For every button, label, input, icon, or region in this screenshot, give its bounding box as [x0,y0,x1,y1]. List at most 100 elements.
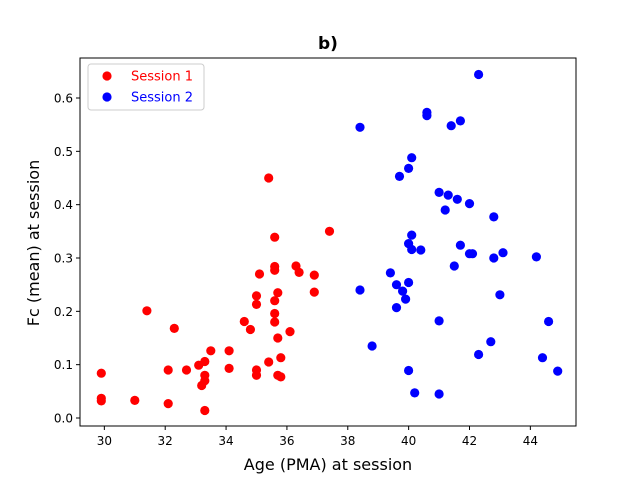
x-tick-label: 36 [279,434,294,448]
data-point [455,116,465,126]
data-point [467,249,478,259]
data-point [200,405,210,416]
data-point [531,252,542,262]
data-point [404,365,414,376]
data-point [264,357,274,367]
data-point [452,194,462,204]
data-point [446,121,456,131]
data-point [96,396,106,406]
data-point [142,306,152,316]
data-point [276,353,286,363]
data-point [495,290,505,300]
x-tick-label: 42 [462,434,477,448]
data-point [401,294,411,304]
data-point [391,303,402,313]
data-point [440,205,450,215]
chart-title: b) [318,34,338,54]
x-axis-label: Age (PMA) at session [244,455,412,474]
y-tick-label: 0.3 [54,252,73,266]
y-tick-label: 0.0 [54,412,73,426]
data-point [200,370,210,380]
y-tick-label: 0.6 [54,92,73,106]
series-2 [355,69,563,399]
data-point [324,226,335,236]
data-point [404,163,414,173]
legend-marker [102,71,112,81]
data-point [254,269,265,279]
data-point [391,280,402,290]
y-tick-label: 0.4 [54,198,73,212]
legend-label: Session 1 [131,70,193,85]
data-point [407,230,417,240]
x-tick-label: 34 [218,434,233,448]
data-point [455,240,465,250]
data-point [285,327,295,337]
legend: Session 1 Session 2 [87,63,205,111]
data-point [498,248,508,258]
data-point [434,187,444,197]
axes-frame [79,57,577,427]
data-point [239,316,249,327]
data-point [486,337,496,347]
data-point [367,341,377,351]
series-1 [96,173,335,416]
legend-box [87,63,205,111]
data-point [245,324,255,335]
data-point [410,388,420,398]
data-point [163,399,173,409]
x-tick-label: 32 [158,434,173,448]
data-point [224,346,234,356]
data-point [130,395,140,405]
data-point [398,286,408,296]
data-point [251,291,262,301]
legend-marker [102,92,112,102]
plot-area: 30 32 34 36 38 40 42 44 0.0 0.1 0.2 0.3 0.4 0.5 0.6 [54,57,577,448]
y-tick-label: 0.2 [54,305,73,319]
data-point [270,232,280,242]
legend-label: Session 2 [131,91,193,106]
y-axis-label: Fc (mean) at session [24,160,43,326]
data-point [443,190,453,200]
data-point [163,365,173,375]
data-point [394,171,405,181]
x-tick-label: 40 [401,434,416,448]
y-tick-label: 0.5 [54,145,73,159]
data-point [181,365,192,375]
data-point [489,212,499,222]
data-point [404,277,414,288]
x-tick-label: 38 [340,434,355,448]
data-point [309,270,319,280]
data-point [273,288,283,298]
data-point [544,316,554,327]
data-point [224,363,234,373]
data-point [270,296,280,306]
data-point [270,308,280,319]
data-point [169,323,179,333]
data-point [407,153,417,163]
data-point [206,346,216,356]
data-point [355,122,365,132]
data-point [273,333,283,343]
data-point [96,368,106,378]
data-point [251,370,262,380]
data-point [449,261,459,271]
data-point [553,366,563,376]
data-point [251,299,262,309]
data-point [309,287,319,297]
data-point [489,253,499,263]
data-point [416,245,426,255]
data-point [270,317,280,327]
data-point [264,173,274,183]
data-point [200,356,210,367]
data-point [474,69,484,80]
data-point [294,267,304,277]
data-point [385,268,395,278]
data-point [464,199,475,209]
data-point [355,285,365,295]
y-tick-label: 0.1 [54,358,73,372]
data-point [407,244,417,255]
data-point [422,111,432,121]
x-tick-label: 30 [97,434,112,448]
data-point [434,316,444,326]
